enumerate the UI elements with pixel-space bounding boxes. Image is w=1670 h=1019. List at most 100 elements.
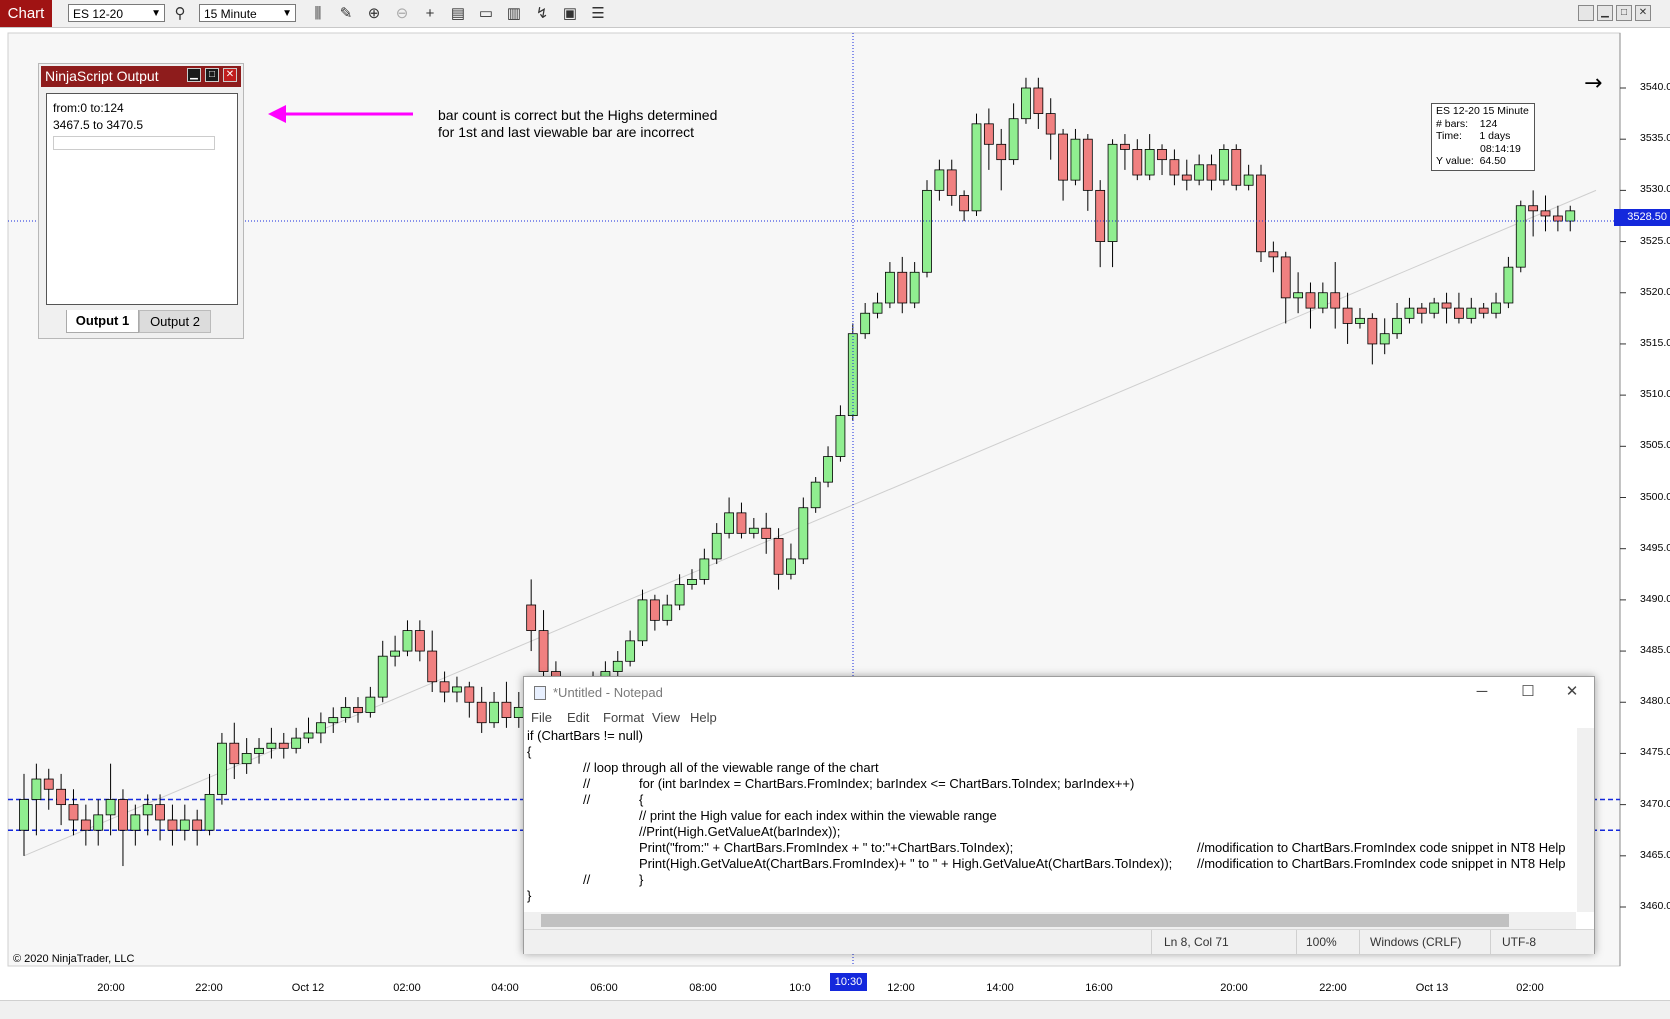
candle-body xyxy=(711,532,722,560)
candle-body xyxy=(1169,159,1180,176)
tab-output-2[interactable]: Output 2 xyxy=(139,310,211,333)
candle-body xyxy=(390,650,401,657)
close-icon[interactable]: ✕ xyxy=(223,68,237,82)
candle-body xyxy=(1231,149,1242,186)
notepad-text-area[interactable]: if (ChartBars != null) { // loop through… xyxy=(524,728,1576,912)
indicators-icon[interactable]: ▥ xyxy=(506,5,522,22)
maximize-icon[interactable]: □ xyxy=(1616,5,1632,21)
price-chart[interactable]: → xyxy=(0,28,1670,1000)
scrollbar-thumb[interactable] xyxy=(541,914,1509,927)
chart-tab[interactable]: Chart xyxy=(0,0,52,27)
menu-list-icon[interactable]: ☰ xyxy=(591,5,605,22)
candle xyxy=(1293,272,1304,314)
menu-format[interactable]: Format xyxy=(603,710,645,725)
candle xyxy=(353,697,363,723)
data-box-icon[interactable]: ▤ xyxy=(450,5,466,22)
candle xyxy=(687,569,697,590)
notepad-titlebar[interactable]: *Untitled - Notepad ─ ☐ ✕ xyxy=(524,677,1594,707)
candle-body xyxy=(1404,307,1415,319)
arrow-right-icon[interactable]: → xyxy=(1584,71,1602,96)
candle xyxy=(724,497,734,539)
chart-horizontal-scrollbar[interactable] xyxy=(0,1000,1670,1019)
data-box-value: 124 xyxy=(1479,117,1498,130)
ninjascript-output-window[interactable]: NinjaScript Output ▁ □ ✕ from:0 to:124 3… xyxy=(38,63,244,339)
price-axis-label: 3475.00 xyxy=(1640,746,1670,759)
menu-edit[interactable]: Edit xyxy=(567,710,590,725)
crosshair-icon[interactable]: + xyxy=(425,5,435,22)
candle-body xyxy=(167,819,178,831)
candle-body xyxy=(1256,174,1266,253)
interval-select[interactable]: 15 Minute ▼ xyxy=(199,4,296,22)
zoom-out-icon[interactable]: ⊖ xyxy=(395,5,409,22)
candle xyxy=(971,113,982,216)
candle-body xyxy=(748,527,759,534)
annotation-arrow xyxy=(268,105,413,123)
candle-body xyxy=(971,123,982,212)
candle xyxy=(1070,128,1081,186)
candle-body xyxy=(872,302,883,314)
time-axis-label: Oct 12 xyxy=(291,982,325,994)
minimize-icon[interactable]: ─ xyxy=(1476,683,1488,700)
candle xyxy=(142,794,153,836)
candle-body xyxy=(662,604,673,621)
menu-file[interactable]: File xyxy=(531,710,552,725)
instrument-select[interactable]: ES 12-20 ▼ xyxy=(68,4,165,22)
status-zoom: 100% xyxy=(1306,935,1337,949)
maximize-icon[interactable]: □ xyxy=(205,68,219,82)
code-line: // xyxy=(583,776,591,791)
menu-view[interactable]: View xyxy=(652,710,680,725)
candle xyxy=(761,512,772,554)
candle xyxy=(1194,154,1205,186)
candle-body xyxy=(786,558,796,575)
window-icon[interactable] xyxy=(1578,5,1594,21)
candle-body xyxy=(1330,292,1341,309)
candle-body xyxy=(798,507,809,560)
minimize-icon[interactable]: ▁ xyxy=(187,68,201,82)
close-icon[interactable]: ✕ xyxy=(1635,5,1651,21)
candle-body xyxy=(266,742,277,749)
menu-help[interactable]: Help xyxy=(690,710,717,725)
candle xyxy=(1082,134,1093,211)
candle-body xyxy=(68,804,79,821)
candle-body xyxy=(1491,302,1501,314)
candle xyxy=(823,446,833,488)
tab-output-1[interactable]: Output 1 xyxy=(66,310,139,333)
minimize-icon[interactable]: ▁ xyxy=(1597,5,1613,21)
notepad-window[interactable]: *Untitled - Notepad ─ ☐ ✕ File Edit Form… xyxy=(523,676,1595,954)
price-axis-label: 3465.00 xyxy=(1640,848,1670,861)
data-box-label: Time: xyxy=(1436,130,1462,142)
candle xyxy=(872,292,883,319)
candle-body xyxy=(291,737,302,749)
data-box-label: Y value: xyxy=(1436,155,1474,167)
candle xyxy=(649,594,660,631)
candle xyxy=(736,502,747,539)
candle-body xyxy=(464,686,475,703)
templates-icon[interactable]: ▭ xyxy=(478,5,494,22)
candle xyxy=(192,809,203,846)
code-line: Print(High.GetValueAt(ChartBars.FromInde… xyxy=(639,856,1173,871)
maximize-icon[interactable]: ☐ xyxy=(1521,683,1535,700)
strategies-icon[interactable]: ↯ xyxy=(535,5,549,22)
search-icon[interactable]: ⚲ xyxy=(174,5,186,22)
candle xyxy=(835,405,846,462)
code-line: for (int barIndex = ChartBars.FromIndex;… xyxy=(639,776,1135,791)
candle-body xyxy=(1441,302,1452,309)
candle xyxy=(315,712,326,744)
close-icon[interactable]: ✕ xyxy=(1565,683,1579,700)
notepad-vertical-scrollbar[interactable] xyxy=(1577,728,1594,912)
drawing-tool-icon[interactable]: ✎ xyxy=(339,5,353,22)
properties-icon[interactable]: ▣ xyxy=(562,5,578,22)
notepad-horizontal-scrollbar[interactable] xyxy=(524,912,1576,929)
candle-body xyxy=(538,630,549,672)
candle-body xyxy=(983,123,994,145)
time-axis-label: 10:0 xyxy=(789,982,811,994)
candle xyxy=(130,804,141,846)
candle-body xyxy=(897,271,908,304)
candle xyxy=(303,717,314,744)
code-line: // xyxy=(583,872,591,887)
output-text-area[interactable]: from:0 to:124 3467.5 to 3470.5 xyxy=(46,93,238,305)
status-divider xyxy=(1296,930,1297,954)
output-input-field[interactable] xyxy=(53,136,215,150)
zoom-in-icon[interactable]: ⊕ xyxy=(367,5,381,22)
bar-style-icon[interactable]: ⫼ xyxy=(314,5,322,22)
